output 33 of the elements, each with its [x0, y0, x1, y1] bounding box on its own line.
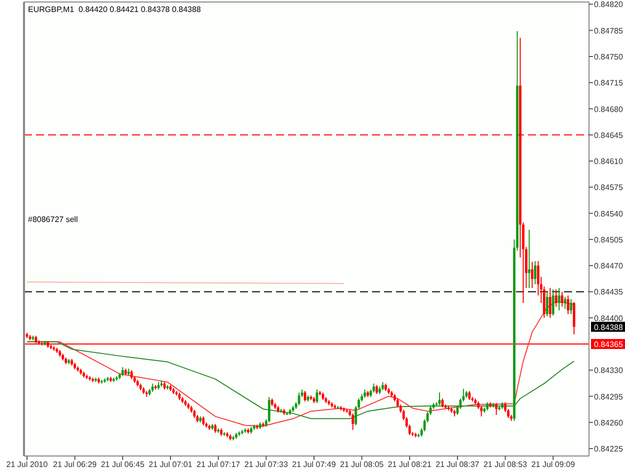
y-tick-label: 0.84260 — [594, 418, 624, 428]
text: 0.84388 — [594, 322, 624, 332]
x-tick-label: 21 Jul 09:09 — [531, 460, 576, 469]
x-tick-label: 21 Jul 08:05 — [340, 460, 384, 469]
y-tick-label: 0.84715 — [594, 78, 624, 88]
y-tick-label: 0.84645 — [594, 130, 624, 140]
y-tick-label: 0.84330 — [594, 366, 624, 376]
y-tick-label: 0.84295 — [594, 392, 624, 402]
y-tick-label: 0.84750 — [594, 52, 624, 62]
ref-line-label: 0.84365 — [594, 340, 624, 349]
x-tick-label: 21 Jul 07:01 — [148, 460, 193, 469]
y-tick-label: 0.84225 — [594, 444, 624, 454]
x-tick-label: 21 Jul 07:17 — [196, 460, 241, 469]
y-tick-label: 0.84400 — [594, 314, 624, 323]
y-tick-label: 0.84820 — [594, 0, 624, 10]
x-tick-label: 21 Jul 08:53 — [484, 460, 528, 469]
y-tick-label: 0.84610 — [594, 157, 624, 166]
y-tick-label: 0.84470 — [594, 262, 624, 271]
x-tick-label: 21 Jul 2010 — [6, 460, 48, 469]
x-tick-label: 21 Jul 08:21 — [388, 460, 432, 469]
x-tick-label: 21 Jul 08:37 — [436, 460, 480, 469]
y-tick-label: 0.84785 — [594, 26, 624, 36]
annotation: #8086727 sell — [28, 215, 78, 224]
x-tick-label: 21 Jul 06:45 — [100, 460, 145, 469]
y-tick-label: 0.84435 — [594, 288, 624, 297]
x-tick-label: 21 Jul 07:33 — [244, 460, 288, 469]
x-tick-label: 21 Jul 07:49 — [292, 460, 336, 469]
chart-title: EURGBP,M1 0.84420 0.84421 0.84378 0.84388 — [28, 5, 202, 14]
y-tick-label: 0.84540 — [594, 209, 624, 218]
y-tick-label: 0.84575 — [594, 183, 624, 192]
x-tick-label: 21 Jul 06:29 — [53, 460, 98, 469]
y-tick-label: 0.84505 — [594, 235, 624, 244]
y-tick-label: 0.84680 — [594, 104, 624, 114]
